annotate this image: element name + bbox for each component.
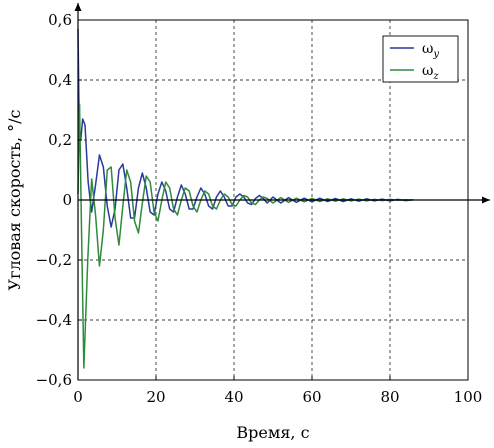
x-tick-label: 80 — [380, 388, 399, 406]
y-tick-label: −0,6 — [36, 371, 72, 389]
x-tick-label: 0 — [73, 388, 83, 406]
x-tick-label: 20 — [146, 388, 165, 406]
x-axis-label: Время, с — [236, 423, 309, 442]
x-tick-label: 40 — [224, 388, 243, 406]
tick-labels: 0 20 40 60 80 100 −0,6 −0,4 −0,2 0 0,2 0,4 0,6 — [36, 11, 483, 406]
y-tick-label: 0 — [62, 191, 72, 209]
axes — [74, 3, 490, 380]
x-axis-arrow-icon — [482, 196, 490, 204]
x-tick-label: 60 — [302, 388, 321, 406]
series-line-y — [77, 28, 414, 228]
y-tick-label: −0,2 — [36, 251, 72, 269]
legend-label-z: ωz — [422, 63, 439, 82]
y-tick-label: 0,6 — [48, 11, 72, 29]
legend: ωy ωz — [382, 35, 459, 83]
y-axis-label: Угловая скорость, °/с — [5, 109, 24, 290]
series-line-z — [77, 103, 414, 369]
y-tick-label: 0,2 — [48, 131, 72, 149]
y-tick-label: −0,4 — [36, 311, 72, 329]
y-tick-label: 0,4 — [48, 71, 72, 89]
legend-box — [382, 35, 459, 83]
x-tick-label: 100 — [454, 388, 483, 406]
y-axis-arrow-icon — [74, 3, 82, 11]
legend-label-y: ωy — [422, 41, 439, 60]
